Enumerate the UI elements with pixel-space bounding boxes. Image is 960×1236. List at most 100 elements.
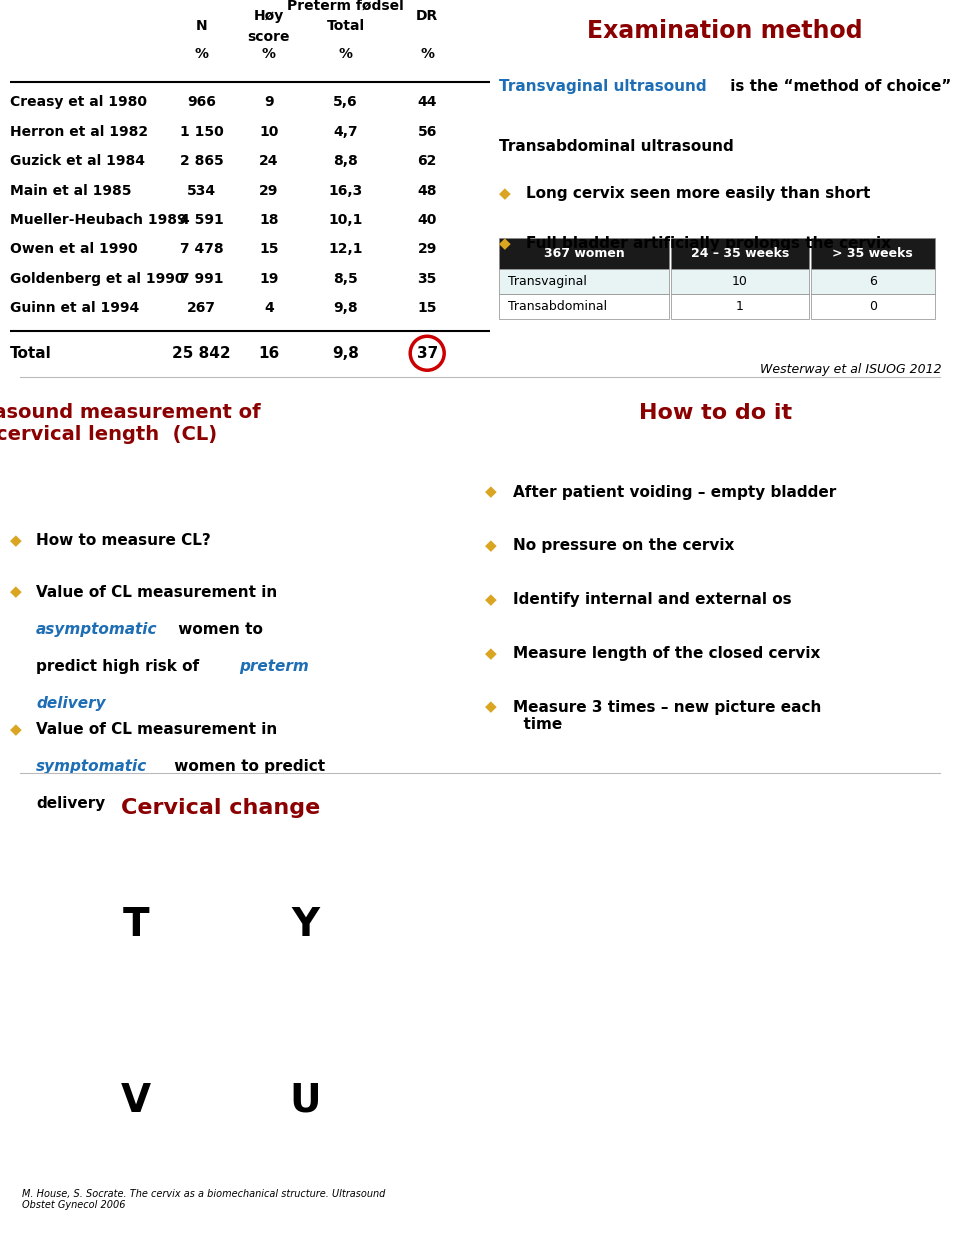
Text: Value of CL measurement in: Value of CL measurement in [36, 722, 282, 737]
Text: %: % [420, 47, 434, 61]
Text: Transvaginal: Transvaginal [508, 276, 588, 288]
FancyBboxPatch shape [671, 269, 808, 294]
Text: 8,8: 8,8 [333, 154, 358, 168]
Text: 1 150: 1 150 [180, 125, 224, 138]
Text: 56: 56 [418, 125, 437, 138]
Text: %: % [339, 47, 352, 61]
Text: 24: 24 [259, 154, 278, 168]
Text: Owen et al 1990: Owen et al 1990 [10, 242, 137, 256]
Text: 15: 15 [259, 242, 278, 256]
Text: 25 842: 25 842 [172, 346, 231, 361]
Text: Guinn et al 1994: Guinn et al 1994 [10, 302, 139, 315]
FancyBboxPatch shape [810, 294, 935, 319]
Text: is the “method of choice”: is the “method of choice” [725, 79, 951, 94]
Text: Transvaginal ultrasound: Transvaginal ultrasound [499, 79, 707, 94]
Text: 4 591: 4 591 [180, 213, 224, 227]
Text: Full bladder artificially prolongs the cervix: Full bladder artificially prolongs the c… [526, 236, 891, 251]
Text: Identify internal and external os: Identify internal and external os [513, 592, 792, 607]
Text: Examination method: Examination method [587, 19, 863, 43]
Text: U: U [290, 1082, 321, 1120]
Text: 966: 966 [187, 95, 216, 109]
Text: 44: 44 [418, 95, 437, 109]
Text: 4: 4 [264, 302, 274, 315]
Text: ◆: ◆ [485, 700, 496, 714]
Text: Herron et al 1982: Herron et al 1982 [10, 125, 148, 138]
Text: 267: 267 [187, 302, 216, 315]
Text: %: % [262, 47, 276, 61]
Text: T: T [123, 906, 150, 944]
Text: ◆: ◆ [485, 645, 496, 661]
Text: Høy: Høy [253, 9, 284, 22]
Text: 16,3: 16,3 [328, 184, 363, 198]
Text: ◆: ◆ [10, 533, 21, 548]
Text: ◆: ◆ [10, 585, 21, 599]
Text: 62: 62 [418, 154, 437, 168]
Text: DR: DR [416, 9, 439, 22]
Text: Main et al 1985: Main et al 1985 [10, 184, 132, 198]
Text: 0: 0 [869, 300, 876, 314]
Text: 29: 29 [259, 184, 278, 198]
Text: How to measure CL?: How to measure CL? [36, 533, 211, 548]
Text: Guzick et al 1984: Guzick et al 1984 [10, 154, 145, 168]
Text: 24 – 35 weeks: 24 – 35 weeks [690, 247, 789, 260]
FancyBboxPatch shape [499, 269, 669, 294]
Text: Transabdominal ultrasound: Transabdominal ultrasound [499, 140, 734, 154]
Text: V: V [121, 1082, 152, 1120]
Text: Westerway et al ISUOG 2012: Westerway et al ISUOG 2012 [759, 363, 942, 376]
Text: 1: 1 [735, 300, 744, 314]
Text: M. House, S. Socrate. The cervix as a biomechanical structure. Ultrasound
Obstet: M. House, S. Socrate. The cervix as a bi… [22, 1189, 386, 1210]
FancyBboxPatch shape [499, 237, 669, 269]
Text: ◆: ◆ [485, 539, 496, 554]
Text: 37: 37 [417, 346, 438, 361]
Text: Ultrasound measurement of
cervical length  (CL): Ultrasound measurement of cervical lengt… [0, 403, 261, 444]
Text: How to do it: How to do it [638, 403, 792, 423]
Text: ◆: ◆ [499, 185, 511, 201]
Text: women to predict: women to predict [169, 759, 324, 774]
Text: 16: 16 [258, 346, 279, 361]
Text: delivery: delivery [36, 696, 106, 711]
Text: 19: 19 [259, 272, 278, 286]
Text: delivery: delivery [36, 796, 106, 811]
Text: Cervical change: Cervical change [121, 798, 321, 818]
Text: 4,7: 4,7 [333, 125, 358, 138]
FancyBboxPatch shape [499, 294, 669, 319]
Text: 9,8: 9,8 [333, 302, 358, 315]
Text: asymptomatic: asymptomatic [36, 622, 157, 637]
Text: 7 991: 7 991 [180, 272, 224, 286]
Text: %: % [195, 47, 208, 61]
Text: Transabdominal: Transabdominal [508, 300, 608, 314]
Text: 6: 6 [869, 276, 876, 288]
Text: score: score [248, 30, 290, 43]
Text: Dist. 2.45 cm: Dist. 2.45 cm [514, 1200, 579, 1210]
Text: 18: 18 [259, 213, 278, 227]
Text: 10: 10 [732, 276, 748, 288]
Text: ◆: ◆ [499, 236, 511, 251]
Text: RS: RS [452, 824, 462, 833]
Text: 9,8: 9,8 [332, 346, 359, 361]
Text: 12,1: 12,1 [328, 242, 363, 256]
Text: FR 50Hz: FR 50Hz [452, 802, 488, 811]
FancyBboxPatch shape [671, 237, 808, 269]
Text: Value of CL measurement in: Value of CL measurement in [36, 585, 282, 599]
Text: 35: 35 [418, 272, 437, 286]
Text: Measure 3 times – new picture each
  time: Measure 3 times – new picture each time [513, 700, 822, 732]
Text: Goldenberg et al 1990: Goldenberg et al 1990 [10, 272, 184, 286]
Text: After patient voiding – empty bladder: After patient voiding – empty bladder [513, 485, 836, 499]
Text: 8,5: 8,5 [333, 272, 358, 286]
Text: 29: 29 [418, 242, 437, 256]
Text: symptomatic: symptomatic [36, 759, 147, 774]
FancyBboxPatch shape [671, 294, 808, 319]
Text: 2 865: 2 865 [180, 154, 224, 168]
Text: Total: Total [10, 346, 51, 361]
Text: Long cervix seen more easily than short: Long cervix seen more easily than short [526, 185, 871, 201]
Text: 48: 48 [418, 184, 437, 198]
Text: Mueller-Heubach 1989: Mueller-Heubach 1989 [10, 213, 186, 227]
Text: women to: women to [173, 622, 263, 637]
Text: 15: 15 [418, 302, 437, 315]
Text: 10,1: 10,1 [328, 213, 363, 227]
Text: Y: Y [291, 906, 320, 944]
FancyBboxPatch shape [810, 237, 935, 269]
FancyBboxPatch shape [810, 269, 935, 294]
Text: preterm: preterm [239, 659, 309, 674]
Text: 7 478: 7 478 [180, 242, 224, 256]
